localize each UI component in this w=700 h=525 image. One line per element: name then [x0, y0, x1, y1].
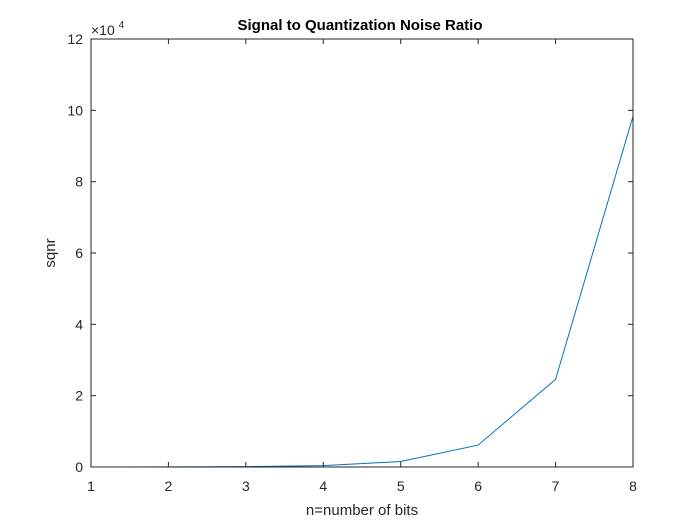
plot-background	[91, 39, 633, 467]
y-axis-multiplier: ×10 4	[91, 20, 125, 38]
y-axis-ticks: 0 2 4 6 8 10 12	[67, 31, 633, 475]
x-tick-label: 3	[242, 478, 250, 494]
x-axis-ticks: 1 2 3 4 5 6 7 8	[87, 39, 637, 494]
y-tick-label: 12	[67, 31, 83, 47]
y-tick-label: 4	[75, 316, 83, 332]
x-tick-label: 4	[319, 478, 327, 494]
y-tick-label: 10	[67, 102, 83, 118]
chart-title: Signal to Quantization Noise Ratio	[237, 17, 482, 34]
x-tick-label: 2	[165, 478, 173, 494]
x-axis-label: n=number of bits	[306, 502, 418, 519]
x-tick-label: 1	[87, 478, 95, 494]
y-axis-multiplier-base: ×10	[91, 22, 115, 38]
x-tick-label: 5	[397, 478, 405, 494]
x-tick-label: 8	[629, 478, 637, 494]
y-tick-label: 6	[75, 245, 83, 261]
y-axis-multiplier-exponent: 4	[119, 20, 125, 31]
y-tick-label: 0	[75, 459, 83, 475]
x-tick-label: 7	[552, 478, 560, 494]
y-tick-label: 8	[75, 174, 83, 190]
plot-area	[90, 38, 634, 468]
x-tick-label: 6	[474, 478, 482, 494]
y-axis-label: sqnr	[42, 238, 59, 267]
y-tick-label: 2	[75, 388, 83, 404]
